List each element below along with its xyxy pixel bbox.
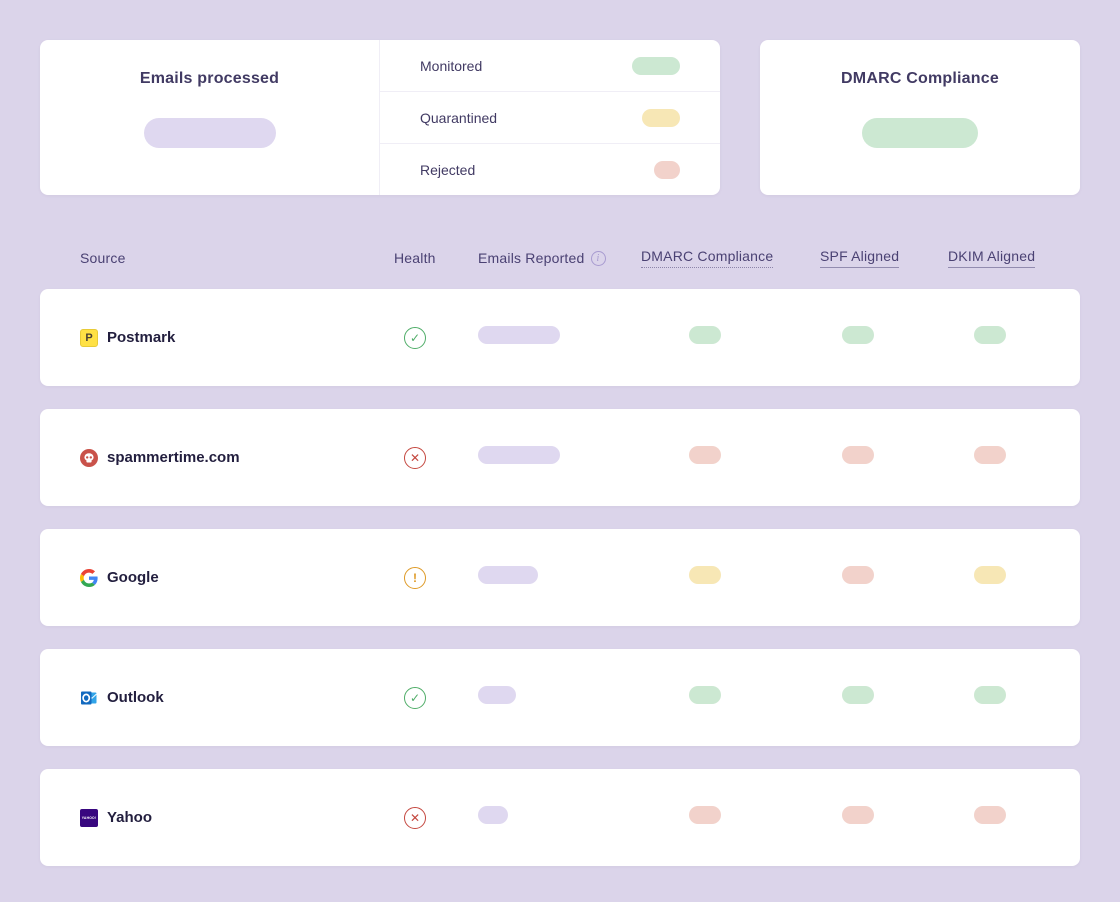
dkim-cell [948,566,1040,589]
health-cell: ! [394,566,478,589]
column-header-dkim-aligned[interactable]: DKIM Aligned [948,248,1036,268]
source-cell: YAHOO! Yahoo [80,808,394,827]
column-header-spf-aligned[interactable]: SPF Aligned [820,248,900,268]
source-name: Google [107,569,159,586]
spf-aligned-pill [842,686,874,704]
dmarc-compliance-value-pill [862,118,978,148]
monitored-value-pill [632,56,680,75]
dkim-cell [948,686,1040,709]
summary-cards: Emails processed Monitored Quarantined R… [40,40,1080,195]
emails-processed-value-pill [143,118,276,148]
emails-reported-pill [478,566,538,584]
dmarc-compliance-title: DMARC Compliance [841,70,999,87]
dmarc-compliance-pill [689,566,721,584]
rejected-label: Rejected [420,161,476,178]
dkim-cell [948,326,1040,349]
health-cell: ✓ [394,686,478,709]
source-cell: spammertime.com [80,448,394,467]
dkim-aligned-pill [974,806,1006,824]
dmarc-cell [641,686,820,709]
dmarc-compliance-pill [689,806,721,824]
spf-aligned-pill [842,446,874,464]
dmarc-compliance-pill [689,446,721,464]
outlook-logo-icon [80,689,98,707]
spammertime-logo-icon [80,448,98,467]
spf-cell [820,566,948,589]
quarantined-label: Quarantined [420,109,498,126]
table-row-yahoo[interactable]: YAHOO! Yahoo ✕ [40,769,1080,866]
yahoo-logo-icon: YAHOO! [80,808,98,827]
dmarc-cell [641,806,820,829]
check-circle-icon: ✓ [404,326,426,349]
dmarc-compliance-pill [689,326,721,344]
dmarc-compliance-pill [689,686,721,704]
health-cell: ✕ [394,446,478,469]
column-header-emails-reported: Emails Reported i [478,250,606,266]
email-status-legend: Monitored Quarantined Rejected [380,40,720,195]
legend-row-rejected: Rejected [380,144,720,195]
emails-reported-label: Emails Reported [478,250,585,266]
legend-row-monitored: Monitored [380,40,720,92]
google-logo-icon [80,568,98,587]
dkim-cell [948,446,1040,469]
check-circle-icon: ✓ [404,686,426,709]
spf-cell [820,686,948,709]
table-row-postmark[interactable]: P Postmark ✓ [40,289,1080,386]
dkim-aligned-pill [974,326,1006,344]
column-header-health: Health [394,250,436,266]
emails-processed-title: Emails processed [139,70,280,87]
source-cell: Outlook [80,689,394,707]
spf-aligned-pill [842,326,874,344]
emails-reported-cell [478,566,641,589]
table-row-spammertime[interactable]: spammertime.com ✕ [40,409,1080,506]
column-header-dmarc-compliance[interactable]: DMARC Compliance [641,248,774,268]
dmarc-compliance-card: DMARC Compliance [760,40,1080,195]
source-name: Yahoo [107,809,153,826]
emails-reported-pill [478,326,560,344]
emails-reported-pill [478,446,560,464]
table-row-google[interactable]: Google ! [40,529,1080,626]
monitored-label: Monitored [420,57,483,74]
dkim-aligned-pill [974,446,1006,464]
emails-reported-cell [478,326,641,349]
emails-reported-pill [478,806,508,824]
spf-cell [820,326,948,349]
quarantined-value-pill [642,108,680,127]
source-name: spammertime.com [107,449,240,466]
column-header-source: Source [80,250,126,266]
emails-reported-cell [478,806,641,829]
rejected-value-pill [654,160,680,179]
info-icon[interactable]: i [590,250,606,266]
warning-circle-icon: ! [404,566,426,589]
emails-reported-cell [478,446,641,469]
dkim-cell [948,806,1040,829]
spf-aligned-pill [842,806,874,824]
source-name: Outlook [107,689,164,706]
health-cell: ✕ [394,806,478,829]
postmark-logo-icon: P [80,328,98,347]
emails-processed-panel: Emails processed [40,40,380,195]
source-cell: P Postmark [80,328,394,347]
table-header: Source Health Emails Reported i DMARC Co… [40,248,1080,268]
source-name: Postmark [107,329,176,346]
dkim-aligned-pill [974,686,1006,704]
spf-cell [820,446,948,469]
emails-processed-card: Emails processed Monitored Quarantined R… [40,40,720,195]
dmarc-cell [641,326,820,349]
dmarc-cell [641,446,820,469]
dkim-aligned-pill [974,566,1006,584]
dmarc-dashboard: Emails processed Monitored Quarantined R… [40,40,1080,866]
spf-aligned-pill [842,566,874,584]
spf-cell [820,806,948,829]
source-cell: Google [80,568,394,587]
x-circle-icon: ✕ [404,446,426,469]
x-circle-icon: ✕ [404,806,426,829]
emails-reported-pill [478,686,516,704]
table-row-outlook[interactable]: Outlook ✓ [40,649,1080,746]
health-cell: ✓ [394,326,478,349]
dmarc-cell [641,566,820,589]
legend-row-quarantined: Quarantined [380,92,720,144]
emails-reported-cell [478,686,641,709]
